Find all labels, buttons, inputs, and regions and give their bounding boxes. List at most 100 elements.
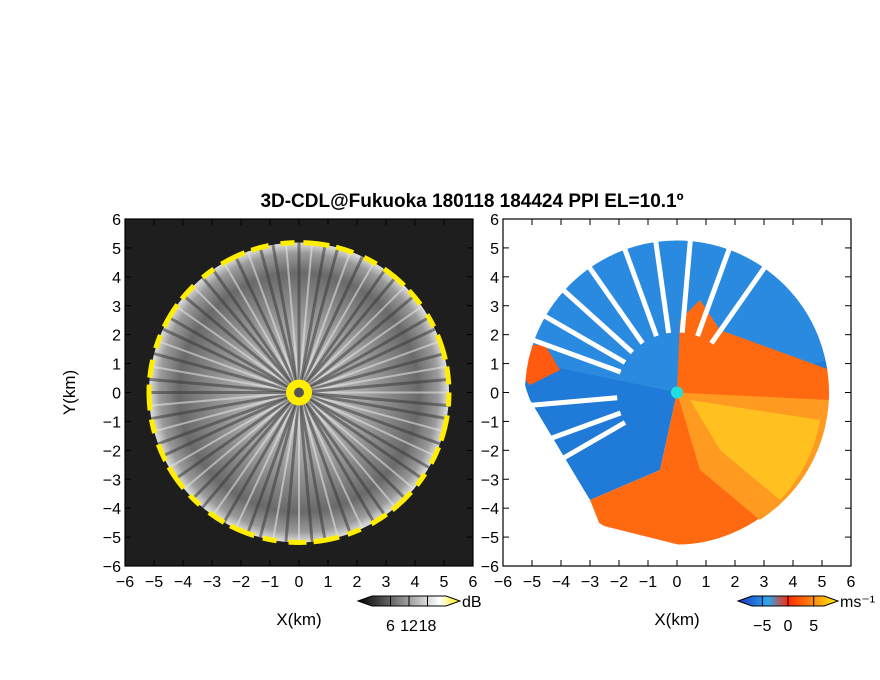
right-gap-ray [652, 235, 672, 334]
left-ray [298, 365, 447, 394]
left-ytick-label: −5 [103, 530, 121, 547]
left-ray [151, 391, 300, 421]
left-ytick-label: −4 [103, 501, 121, 518]
left-xtick-label: 3 [382, 574, 391, 591]
right-gap-ray [519, 395, 618, 409]
left-ray [298, 285, 406, 394]
left-xtick-label: −5 [145, 574, 163, 591]
right-gap-ray [538, 311, 627, 365]
left-ytick-label: −6 [103, 559, 121, 576]
left-ray [162, 327, 300, 394]
left-ray [298, 352, 445, 394]
left-center-dot [294, 387, 304, 398]
left-ray [211, 268, 301, 394]
left-ray [298, 391, 445, 433]
left-ray [298, 294, 415, 394]
left-ray [298, 251, 352, 393]
left-ytick-label: 0 [112, 386, 121, 403]
left-ray [297, 276, 397, 394]
right-ytick-label: 3 [490, 299, 499, 316]
left-ray [223, 262, 300, 394]
right-ytick-label: 6 [490, 212, 499, 229]
left-xtick-label: −2 [232, 574, 250, 591]
left-ray [258, 392, 301, 538]
right-gap-ray [695, 243, 734, 337]
left-ray [246, 251, 300, 393]
right-xtick-label: 1 [702, 574, 711, 591]
right-colorbar-tick-label: 5 [809, 618, 818, 635]
left-ray [183, 294, 300, 394]
right-positive-bright [690, 400, 820, 500]
left-ray [298, 316, 430, 394]
left-colorbar-tick-label: 12 [400, 618, 418, 635]
left-ray [297, 391, 407, 500]
left-ray [151, 365, 300, 394]
left-ray [201, 391, 301, 509]
right-ytick-label: 4 [490, 270, 499, 287]
right-axis-ticks: −6 −5 −4 −3 −2 −1 0 1 2 3 4 5 6 −6 −5 −4 −3 −2 −1 0 1 2 3 4 5 6 [481, 212, 856, 591]
right-xtick-label: 5 [818, 574, 827, 591]
left-ray [298, 242, 314, 393]
left-ray [297, 268, 387, 394]
left-ray [298, 392, 364, 529]
right-xtick-label: 4 [789, 574, 798, 591]
left-ray [149, 377, 300, 394]
left-ray [284, 392, 301, 543]
left-ray [153, 352, 300, 394]
left-ray [246, 391, 301, 534]
left-ray [284, 242, 300, 393]
left-xtick-label: 5 [440, 574, 449, 591]
left-ray [271, 392, 300, 541]
left-ytick-label: 1 [112, 357, 121, 374]
left-ytick-label: 2 [112, 328, 121, 345]
right-xtick-label: 0 [673, 574, 682, 591]
left-ray [298, 391, 449, 408]
left-ray [298, 391, 423, 480]
left-xtick-label: 1 [324, 574, 333, 591]
left-ray [297, 392, 327, 541]
right-colorbar: ms⁻¹ −5 0 5 [736, 594, 875, 635]
right-xlabel: X(km) [654, 610, 699, 629]
left-ray [297, 392, 314, 543]
right-xtick-label: 6 [847, 574, 856, 591]
figure-title: 3D-CDL@Fukuoka 180118 184424 PPI EL=10.1… [260, 191, 683, 212]
right-gap-ray [709, 261, 770, 345]
right-ytick-label: 0 [490, 386, 499, 403]
left-ray [297, 244, 327, 393]
left-ray [297, 391, 376, 524]
left-xlabel: X(km) [276, 610, 321, 629]
left-ray [212, 391, 300, 516]
left-ray [298, 340, 441, 394]
left-ray [192, 285, 300, 394]
right-ppi-gaps [503, 219, 851, 566]
left-ray [298, 391, 447, 421]
left-ray [175, 305, 300, 394]
right-gap-ray [538, 420, 627, 474]
left-xtick-label: −3 [203, 574, 221, 591]
left-ray [183, 391, 300, 490]
right-gap-ray [527, 336, 622, 375]
left-ray [157, 391, 300, 446]
right-gap-ray [584, 261, 645, 345]
left-ray [298, 327, 436, 394]
left-ylabel: Y(km) [60, 370, 79, 415]
left-colorbar-tick-label: 18 [419, 618, 437, 635]
left-ray [298, 391, 415, 490]
right-ytick-label: 5 [490, 241, 499, 258]
left-ray [298, 391, 430, 469]
right-xtick-label: −6 [494, 574, 512, 591]
right-xtick-label: −5 [523, 574, 541, 591]
left-ray [298, 392, 339, 538]
left-ytick-label: 4 [112, 270, 121, 287]
left-ray [201, 276, 301, 394]
left-ray [157, 340, 300, 394]
left-ray [191, 391, 301, 500]
right-xtick-label: 2 [731, 574, 740, 591]
right-ytick-label: 1 [490, 357, 499, 374]
left-ray [258, 247, 301, 393]
left-ray [298, 377, 449, 394]
left-xtick-label: 2 [353, 574, 362, 591]
left-ray [149, 391, 300, 407]
left-ray [297, 391, 387, 517]
